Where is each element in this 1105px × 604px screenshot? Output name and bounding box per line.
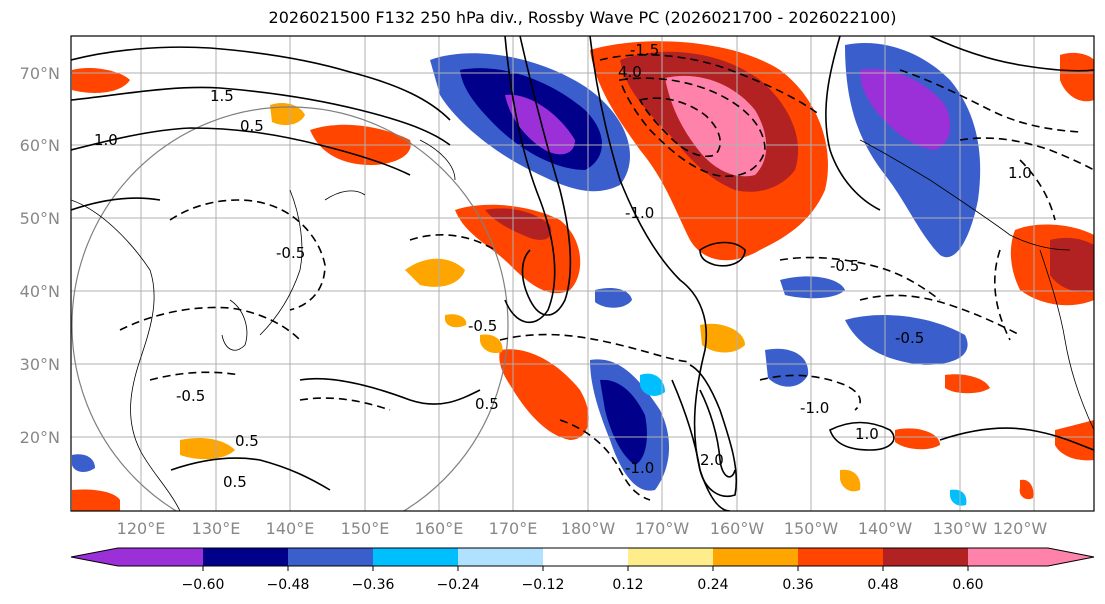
positive-contours bbox=[71, 36, 1094, 511]
lat-label: 70°N bbox=[20, 64, 60, 83]
contour-label: 2.0 bbox=[700, 451, 724, 469]
contour-label: 0.5 bbox=[475, 395, 499, 413]
colorbar-tick-label: 0.24 bbox=[697, 577, 728, 593]
contour-label: 1.0 bbox=[1008, 164, 1032, 182]
lon-label: 170°W bbox=[635, 519, 690, 538]
plot-frame bbox=[70, 35, 1095, 512]
colorbar-swatch bbox=[713, 548, 798, 566]
contour-label: 0.5 bbox=[235, 432, 259, 450]
colorbar-swatch bbox=[543, 548, 628, 566]
contour-label: 1.5 bbox=[210, 87, 234, 105]
lon-label: 160°W bbox=[710, 519, 765, 538]
lon-label: 130°E bbox=[192, 519, 241, 538]
lon-label: 140°W bbox=[858, 519, 913, 538]
colorbar-swatch bbox=[798, 548, 883, 566]
lon-label: 150°W bbox=[784, 519, 839, 538]
lon-label: 170°E bbox=[489, 519, 538, 538]
contour-label: 4.0 bbox=[618, 63, 642, 81]
colorbar-ticks bbox=[202, 566, 969, 571]
lat-label: 60°N bbox=[20, 136, 60, 155]
colorbar-tick-label: −0.60 bbox=[182, 577, 225, 593]
colorbar-outline bbox=[70, 547, 1095, 567]
lon-label: 140°E bbox=[266, 519, 315, 538]
reference-circle bbox=[71, 106, 509, 511]
colorbar-tick-label: 0.12 bbox=[612, 577, 643, 593]
contour-label: 1.0 bbox=[855, 425, 879, 443]
graticule bbox=[71, 36, 1094, 511]
contour-label: -1.5 bbox=[630, 41, 659, 59]
contour-label: 0.5 bbox=[223, 473, 247, 491]
colorbar-swatch bbox=[203, 548, 288, 566]
shaded-divergence bbox=[72, 41, 1094, 511]
colorbar-tick-label: 0.48 bbox=[867, 577, 898, 593]
lon-label: 150°E bbox=[341, 519, 390, 538]
colorbar-swatch bbox=[968, 548, 1048, 566]
colorbar-swatch bbox=[628, 548, 713, 566]
colorbar-swatch bbox=[373, 548, 458, 566]
contour-labels: 1.5 1.0 0.5 -1.5 4.0 -0.5 2.0 -1.0 1.0 0… bbox=[94, 41, 1032, 491]
longitude-labels: 120°E 130°E 140°E 150°E 160°E 170°E 180°… bbox=[117, 519, 1048, 538]
lat-label: 30°N bbox=[20, 355, 60, 374]
lat-label: 20°N bbox=[20, 428, 60, 447]
lon-label: 120°E bbox=[117, 519, 166, 538]
contour-label: -1.0 bbox=[625, 459, 654, 477]
colorbar-tick-label: −0.36 bbox=[352, 577, 395, 593]
contour-label: -0.5 bbox=[468, 317, 497, 335]
colorbar-tick-label: −0.12 bbox=[522, 577, 565, 593]
lon-label: 130°W bbox=[933, 519, 988, 538]
contour-label: -1.0 bbox=[800, 399, 829, 417]
contour-label: 1.0 bbox=[94, 131, 118, 149]
colorbar-swatch bbox=[118, 548, 203, 566]
colorbar-swatch bbox=[458, 548, 543, 566]
lat-label: 40°N bbox=[20, 282, 60, 301]
colorbar-tick-label: 0.36 bbox=[782, 577, 813, 593]
contour-label: -0.5 bbox=[830, 257, 859, 275]
contour-label: -0.5 bbox=[895, 329, 924, 347]
contour-label: -0.5 bbox=[276, 244, 305, 262]
colorbar-swatch bbox=[71, 548, 118, 566]
contour-label: 0.5 bbox=[240, 117, 264, 135]
negative-contours bbox=[119, 54, 1094, 501]
colorbar-swatch bbox=[1048, 548, 1094, 566]
colorbar-swatch bbox=[883, 548, 968, 566]
colorbar-tick-label: 0.60 bbox=[952, 577, 983, 593]
colorbar-swatch bbox=[288, 548, 373, 566]
lat-label: 50°N bbox=[20, 209, 60, 228]
lon-label: 180°W bbox=[561, 519, 616, 538]
colorbar-tick-label: −0.24 bbox=[437, 577, 480, 593]
contour-label: -1.0 bbox=[625, 204, 654, 222]
coastlines bbox=[71, 139, 1094, 511]
contour-label: -0.5 bbox=[176, 387, 205, 405]
lon-label: 160°E bbox=[415, 519, 464, 538]
map-title: 2026021500 F132 250 hPa div., Rossby Wav… bbox=[268, 8, 897, 27]
lon-label: 120°W bbox=[993, 519, 1048, 538]
colorbar: −0.60 −0.48 −0.36 −0.24 −0.12 0.12 0.24 … bbox=[70, 547, 1095, 593]
latitude-labels: 70°N 60°N 50°N 40°N 30°N 20°N bbox=[20, 64, 60, 447]
colorbar-tick-label: −0.48 bbox=[267, 577, 310, 593]
